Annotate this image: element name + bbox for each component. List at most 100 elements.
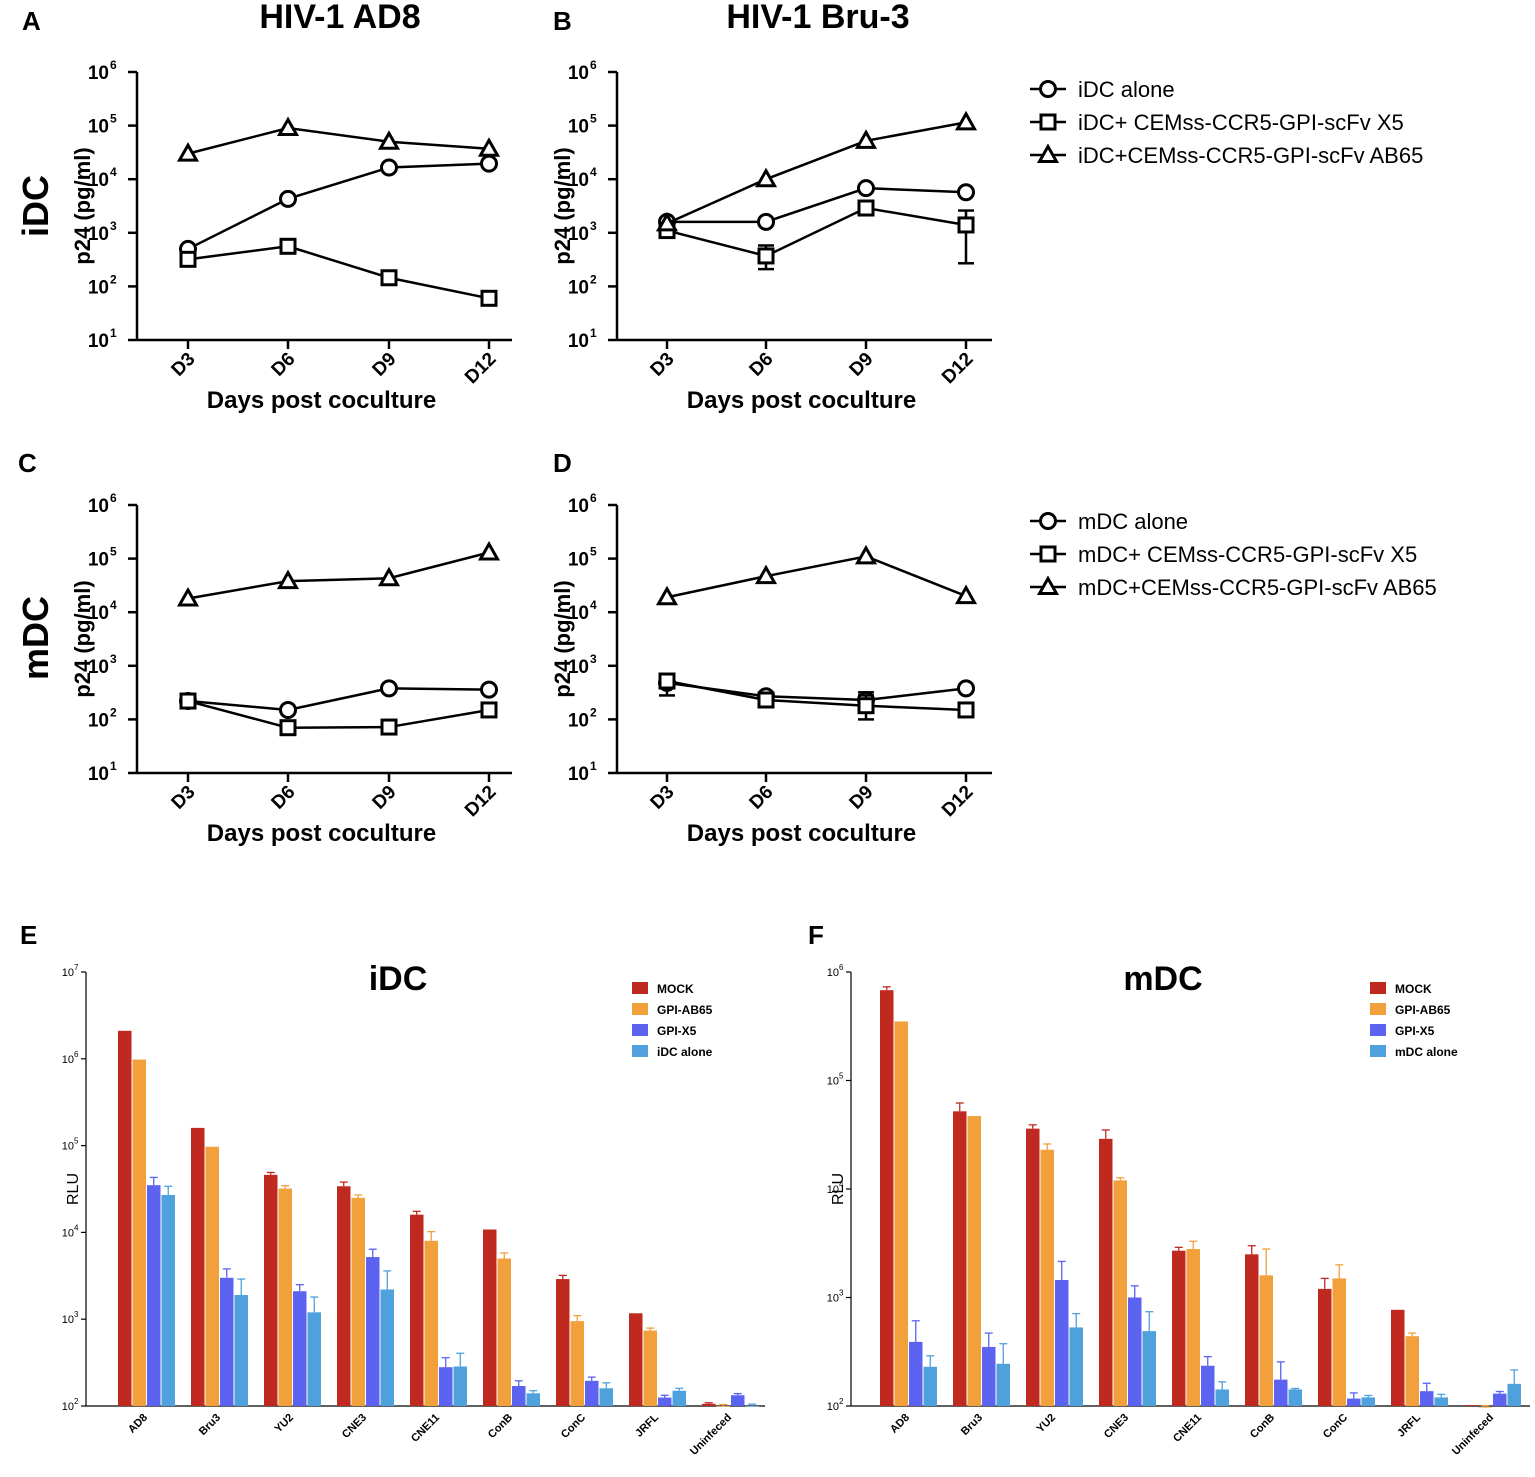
bar-group-jrfl: JRFL	[629, 1313, 686, 1440]
y-tick-exponent: 3	[590, 219, 597, 233]
x-tick-label-d6: D6	[268, 349, 300, 381]
y-tick-exponent: 3	[590, 652, 597, 666]
data-point-square	[658, 672, 676, 690]
y-tick-exponent: 5	[590, 112, 597, 126]
panel-label-d: D	[553, 448, 572, 478]
y-tick-label: 10	[568, 224, 589, 245]
data-point-square	[380, 269, 398, 287]
bar-idc-alone	[599, 1388, 613, 1406]
bar-mdc-alone	[1434, 1397, 1448, 1406]
bar-mdc-alone	[1069, 1327, 1083, 1406]
data-point-circle	[279, 700, 297, 719]
data-point-triangle	[854, 129, 878, 149]
bar-group-cne11: CNE11	[1171, 1240, 1229, 1445]
legend-swatch-mock	[632, 982, 648, 994]
data-point-circle	[480, 680, 498, 699]
series-line	[187, 126, 490, 155]
y-tick-label: 10	[88, 331, 109, 352]
x-tick-label-cne3: CNE3	[340, 1412, 369, 1441]
bar-gpi-x5	[1274, 1379, 1288, 1406]
y-axis-label: p24 (pg/ml)	[550, 580, 575, 697]
bar-gpi-x5	[658, 1397, 672, 1406]
y-tick-label: 10	[88, 224, 109, 245]
bar-mdc-alone	[1361, 1397, 1375, 1406]
data-point-circle	[957, 183, 975, 202]
y-tick-exponent: 4	[839, 1180, 844, 1189]
data-point-triangle	[655, 585, 679, 606]
bar-gpi-x5	[220, 1277, 234, 1406]
legend-label-mock: MOCK	[1395, 982, 1432, 996]
y-tick-exponent: 4	[74, 1223, 79, 1232]
data-point-triangle	[954, 584, 978, 605]
bar-gpi-ab65	[570, 1321, 584, 1406]
x-tick-label-yu2: YU2	[1034, 1412, 1058, 1436]
legend-middle: mDC alone mDC+ CEMss-CCR5-GPI-scFv X5 mD…	[1030, 509, 1437, 600]
y-tick-label: 10	[827, 1401, 839, 1413]
y-tick-label: 10	[88, 657, 109, 678]
y-tick-exponent: 6	[74, 1050, 79, 1059]
bar-gpi-ab65	[1259, 1275, 1273, 1406]
bar-group-cne3: CNE3	[337, 1181, 394, 1441]
bar-gpi-x5	[982, 1346, 996, 1406]
legend-top-item-idc-alone: iDC alone	[1078, 77, 1175, 102]
bar-idc-alone	[526, 1393, 540, 1406]
x-tick-label-jrfl: JRFL	[1395, 1411, 1423, 1439]
bar-group-ad8: AD8	[118, 1030, 175, 1436]
bar-group-uninfeced: Uninfeced	[1450, 1369, 1521, 1458]
bar-gpi-ab65	[351, 1197, 365, 1406]
y-tick-label: 10	[568, 657, 589, 678]
data-point-square	[480, 289, 498, 307]
y-tick-label: 10	[88, 764, 109, 785]
bar-gpi-ab65	[1040, 1149, 1054, 1406]
column-title-ad8: HIV-1 AD8	[259, 0, 420, 36]
bar-idc-alone	[380, 1289, 394, 1406]
y-tick-label: 10	[88, 170, 109, 191]
bar-gpi-ab65	[1478, 1407, 1492, 1408]
y-tick-label: 10	[568, 170, 589, 191]
y-tick-exponent: 3	[839, 1289, 844, 1298]
y-tick-exponent: 1	[110, 326, 117, 340]
x-tick-label-yu2: YU2	[272, 1412, 296, 1436]
y-axis-label: p24 (pg/ml)	[550, 147, 575, 264]
bar-mdc-alone	[1142, 1331, 1156, 1406]
bar-group-ad8: AD8	[880, 986, 937, 1436]
bar-mock	[191, 1127, 205, 1406]
bar-mock	[118, 1030, 132, 1406]
bar-mock	[629, 1313, 643, 1406]
bar-mock	[264, 1174, 278, 1406]
row-label-mdc: mDC	[15, 596, 56, 680]
bar-mdc-alone	[923, 1366, 937, 1406]
x-tick-label-uninfeced: Uninfeced	[1450, 1412, 1496, 1458]
y-tick-exponent: 5	[110, 112, 117, 126]
data-point-triangle	[176, 586, 200, 607]
y-tick-exponent: 5	[74, 1137, 79, 1146]
x-tick-label-bru3: Bru3	[959, 1412, 985, 1438]
x-tick-label-d6: D6	[746, 349, 778, 381]
bar-mdc-alone	[1288, 1389, 1302, 1406]
x-tick-label-d3: D3	[168, 782, 200, 814]
bar-group-yu2: YU2	[264, 1171, 321, 1436]
data-point-circle	[380, 158, 398, 177]
x-tick-label-d12: D12	[938, 349, 977, 388]
x-tick-label-d9: D9	[369, 782, 401, 814]
y-tick-exponent: 3	[110, 219, 117, 233]
y-tick-exponent: 2	[590, 272, 597, 286]
legend-marker-square	[1039, 113, 1057, 131]
y-tick-exponent: 5	[590, 545, 597, 559]
bar-group-conb: ConB	[483, 1229, 540, 1441]
y-tick-label: 10	[88, 496, 109, 517]
bar-group-uninfeced: Uninfeced	[688, 1392, 759, 1458]
legend-label-gpi-ab65: GPI-AB65	[657, 1003, 713, 1017]
bar-group-bru3: Bru3	[953, 1102, 1010, 1438]
y-tick-label: 10	[88, 710, 109, 731]
series-line	[667, 186, 967, 224]
series-idc-cemss-ccr5-gpi-scfv-x5	[658, 199, 975, 271]
bar-gpi-ab65	[424, 1240, 438, 1406]
bar-gpi-ab65	[967, 1116, 981, 1406]
bar-group-cne3: CNE3	[1099, 1129, 1156, 1441]
legend-marker-circle	[1039, 512, 1057, 530]
data-point-triangle	[954, 110, 978, 131]
data-point-triangle	[854, 544, 878, 565]
